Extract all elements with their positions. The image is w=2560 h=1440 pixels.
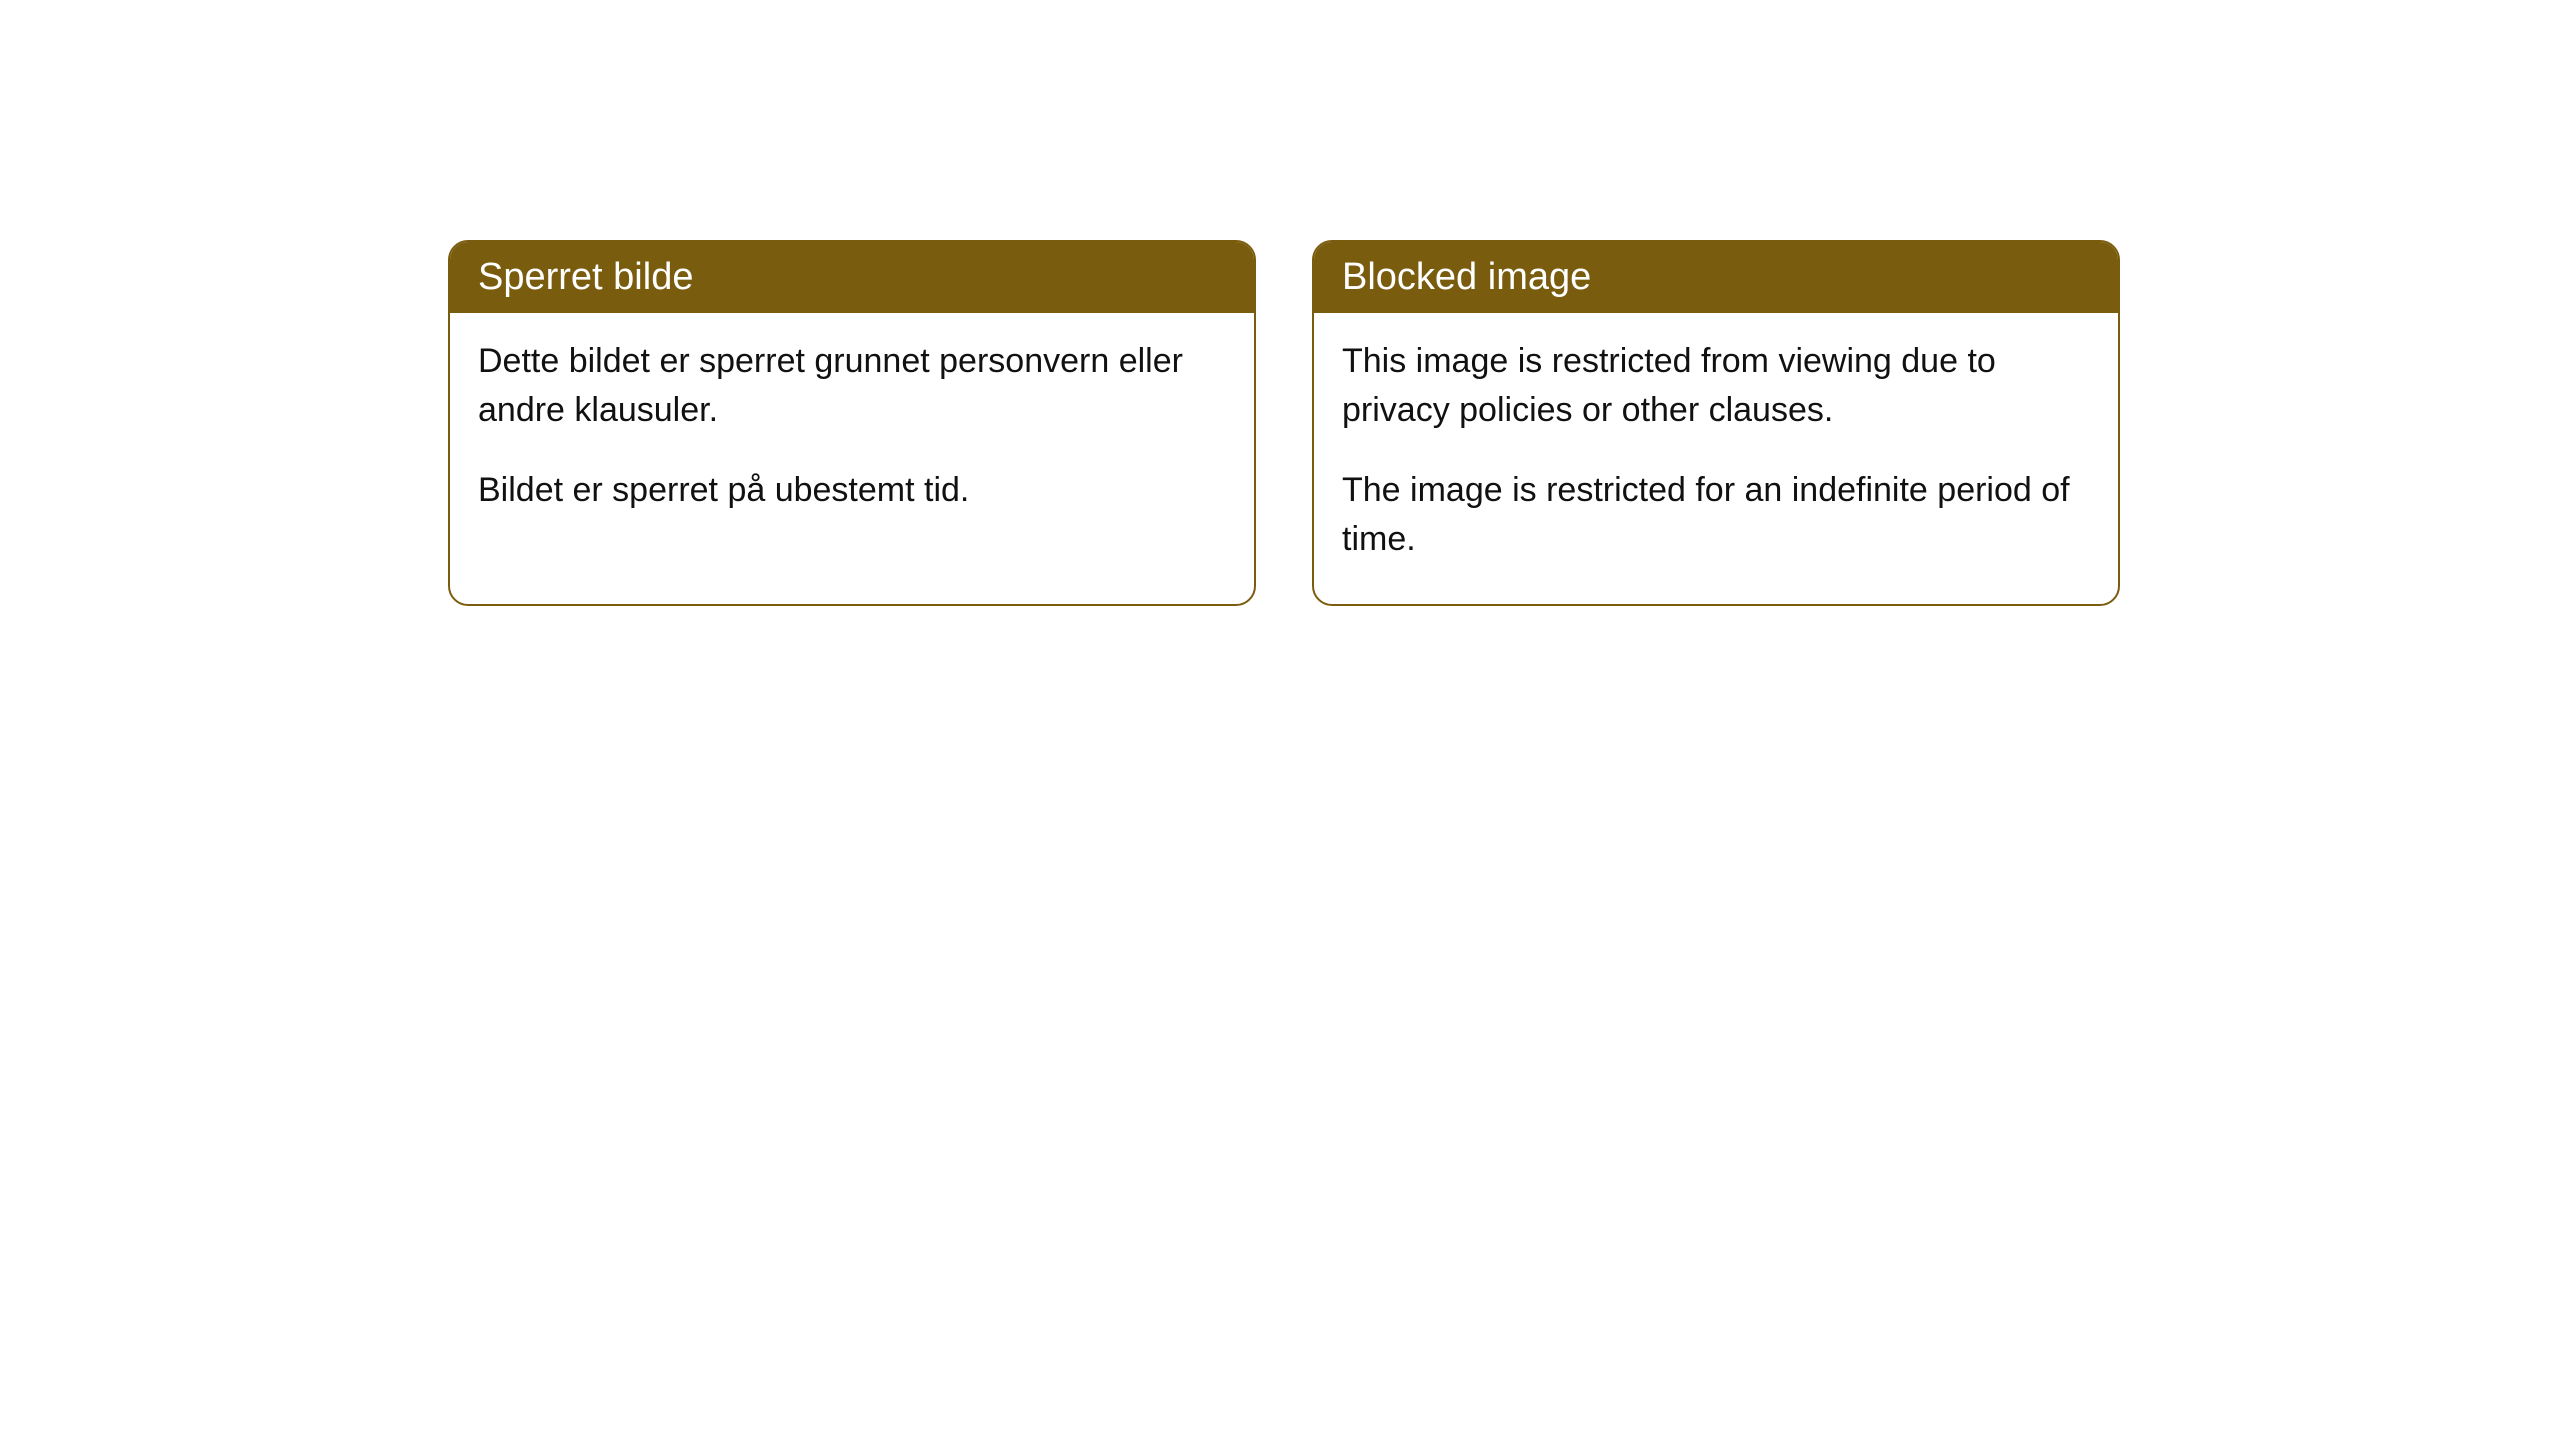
card-title: Sperret bilde — [478, 256, 693, 298]
notice-card-english: Blocked image This image is restricted f… — [1312, 240, 2120, 606]
card-paragraph: Dette bildet er sperret grunnet personve… — [478, 337, 1226, 436]
card-header: Sperret bilde — [450, 242, 1254, 313]
card-paragraph: The image is restricted for an indefinit… — [1342, 466, 2090, 565]
card-title: Blocked image — [1342, 256, 1591, 298]
card-body: This image is restricted from viewing du… — [1314, 313, 2118, 604]
notice-cards-container: Sperret bilde Dette bildet er sperret gr… — [448, 240, 2120, 606]
notice-card-norwegian: Sperret bilde Dette bildet er sperret gr… — [448, 240, 1256, 606]
card-paragraph: Bildet er sperret på ubestemt tid. — [478, 466, 1226, 515]
card-header: Blocked image — [1314, 242, 2118, 313]
card-paragraph: This image is restricted from viewing du… — [1342, 337, 2090, 436]
card-body: Dette bildet er sperret grunnet personve… — [450, 313, 1254, 555]
